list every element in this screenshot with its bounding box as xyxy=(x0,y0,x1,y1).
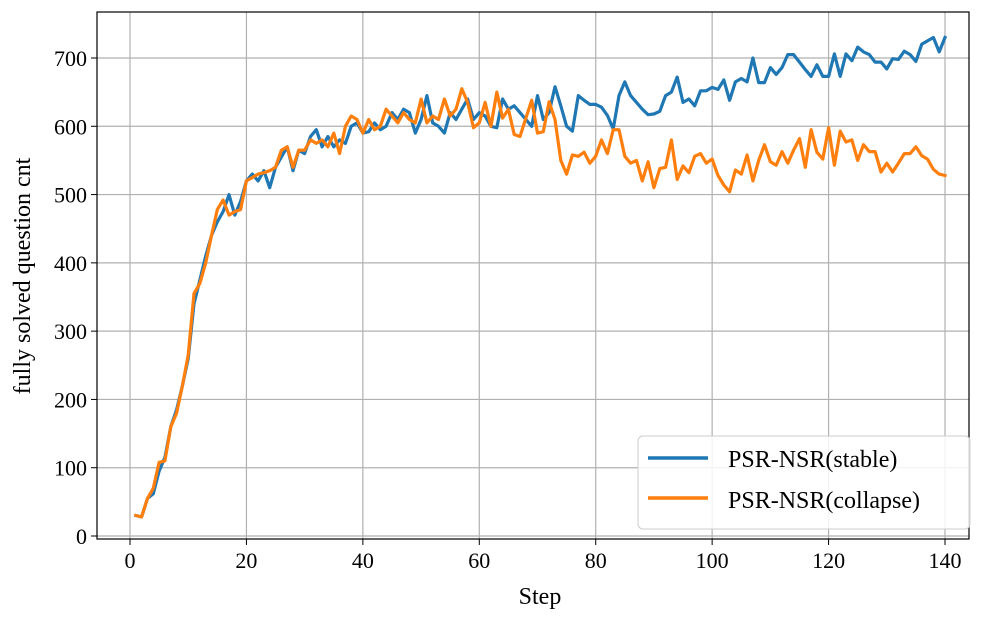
series-line-stable xyxy=(133,35,948,519)
y-tick-label: 400 xyxy=(54,251,87,276)
legend-label-stable: PSR-NSR(stable) xyxy=(728,447,897,473)
legend: PSR-NSR(stable) PSR-NSR(collapse) xyxy=(637,435,971,530)
legend-label-collapse: PSR-NSR(collapse) xyxy=(728,488,920,514)
series-line-collapse xyxy=(133,87,947,519)
x-tick-label: 100 xyxy=(696,548,729,573)
y-axis-label: fully solved question cnt xyxy=(10,157,36,394)
x-tick-label: 0 xyxy=(125,548,136,573)
y-tick-label: 200 xyxy=(54,387,87,412)
x-axis-ticks: 0 20 40 60 80 100 120 140 xyxy=(125,539,962,573)
y-tick-label: 700 xyxy=(54,46,87,71)
x-tick-label: 120 xyxy=(812,548,845,573)
x-tick-label: 20 xyxy=(235,548,257,573)
x-tick-label: 40 xyxy=(352,548,374,573)
x-axis-label: Step xyxy=(519,584,562,610)
y-tick-label: 0 xyxy=(76,524,87,549)
y-tick-label: 300 xyxy=(54,319,87,344)
series-lines xyxy=(133,35,948,519)
x-tick-label: 140 xyxy=(929,548,962,573)
x-tick-label: 60 xyxy=(468,548,490,573)
y-tick-label: 500 xyxy=(54,183,87,208)
y-axis-ticks: 0 100 200 300 400 500 600 700 xyxy=(54,46,97,549)
x-tick-label: 80 xyxy=(585,548,607,573)
legend-box xyxy=(637,435,971,530)
y-tick-label: 600 xyxy=(54,114,87,139)
plot-frame xyxy=(96,11,970,540)
y-tick-label: 100 xyxy=(54,456,87,481)
